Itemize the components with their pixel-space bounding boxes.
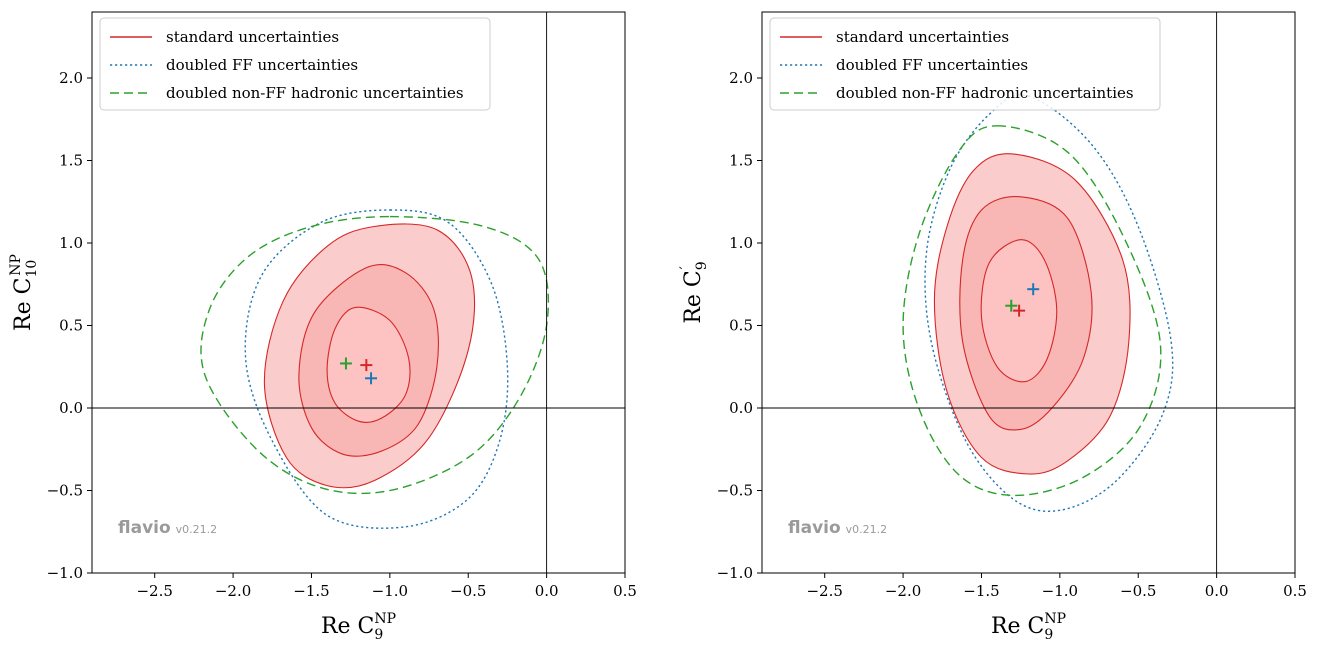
standard-contour-2 [298, 264, 439, 457]
x-tick-label: −0.5 [1120, 582, 1156, 600]
right-panel: −2.5 −2.0 −1.5 −1.0 −0.5 0.0 0.5 −1.0 −0.5 0.0 0.5… [678, 11, 1307, 643]
y-tick-label: 0.0 [729, 399, 753, 417]
legend-entry-label: doubled non-FF hadronic uncertainties [836, 84, 1134, 102]
best-fit-marker-doubled-nonff [1005, 299, 1018, 312]
flavio-watermark: flavio v0.21.2 [118, 518, 217, 538]
legend: standard uncertainties doubled FF uncerta… [769, 17, 1161, 111]
y-tick-label: 1.0 [729, 234, 753, 252]
x-tick-label: −1.5 [293, 582, 329, 600]
standard-contour-1 [326, 306, 411, 423]
left-panel: −2.5 −2.0 −1.5 −1.0 −0.5 0.0 0.5 −1.0 −0.5 0.0 0.5… [8, 11, 637, 643]
y-tick-label: −0.5 [47, 482, 83, 500]
x-tick-label: 0.5 [1283, 582, 1307, 600]
y-tick-label: 0.5 [729, 317, 753, 335]
y-tick-label: 1.5 [59, 152, 83, 170]
y-axis-label: Re C10NP [8, 254, 40, 331]
x-tick-label: −2.0 [215, 582, 251, 600]
y-tick-label: 2.0 [729, 69, 753, 87]
doubled-ff-contour-1 [244, 209, 509, 529]
x-axis-label: Re C9NP [321, 611, 396, 643]
y-tick-label: −1.0 [717, 564, 753, 582]
standard-contour-3 [263, 223, 476, 489]
doubled-nonff-contour-1 [902, 125, 1162, 497]
standard-contour-3 [933, 153, 1131, 475]
best-fit-marker-standard [360, 359, 373, 372]
doubled-ff-contour-1 [924, 94, 1174, 512]
y-axis-label: Re C9′ [678, 261, 710, 323]
plot-area [762, 12, 1295, 573]
y-tick-label: 1.0 [59, 234, 83, 252]
y-tick-label: 1.5 [729, 152, 753, 170]
x-tick-label: −2.5 [806, 582, 842, 600]
flavio-watermark: flavio v0.21.2 [788, 518, 887, 538]
x-tick-label: −1.0 [1042, 582, 1078, 600]
standard-contour-1 [980, 239, 1058, 383]
x-tick-label: −1.0 [372, 582, 408, 600]
standard-contour-2 [959, 195, 1093, 431]
plot-frame [91, 11, 626, 574]
y-tick-label: −1.0 [47, 564, 83, 582]
x-tick-label: 0.0 [535, 582, 559, 600]
legend-entry-label: doubled non-FF hadronic uncertainties [166, 84, 464, 102]
x-tick-label: −2.5 [136, 582, 172, 600]
legend-entry-label: standard uncertainties [836, 28, 1009, 46]
y-tick-label: 0.0 [59, 399, 83, 417]
best-fit-marker-doubled-nonff [339, 357, 352, 370]
legend-box [769, 17, 1161, 111]
x-tick-label: −0.5 [450, 582, 486, 600]
x-tick-label: 0.5 [613, 582, 637, 600]
best-fit-marker-doubled-ff [365, 372, 378, 385]
y-tick-label: 0.5 [59, 317, 83, 335]
legend-entry-label: doubled FF uncertainties [166, 56, 358, 74]
legend-entry-label: doubled FF uncertainties [836, 56, 1028, 74]
best-fit-marker-standard [1013, 304, 1026, 317]
legend-box [99, 17, 491, 111]
best-fit-marker-doubled-ff [1027, 283, 1040, 296]
x-tick-label: −1.5 [963, 582, 999, 600]
y-tick-label: −0.5 [717, 482, 753, 500]
legend-entry-label: standard uncertainties [166, 28, 339, 46]
plot-area [92, 12, 625, 573]
y-tick-label: 2.0 [59, 69, 83, 87]
x-tick-label: 0.0 [1205, 582, 1229, 600]
plot-frame [761, 11, 1296, 574]
x-tick-label: −2.0 [885, 582, 921, 600]
x-axis-label: Re C9NP [991, 611, 1066, 643]
doubled-nonff-contour-1 [200, 215, 550, 495]
legend: standard uncertainties doubled FF uncerta… [99, 17, 491, 111]
